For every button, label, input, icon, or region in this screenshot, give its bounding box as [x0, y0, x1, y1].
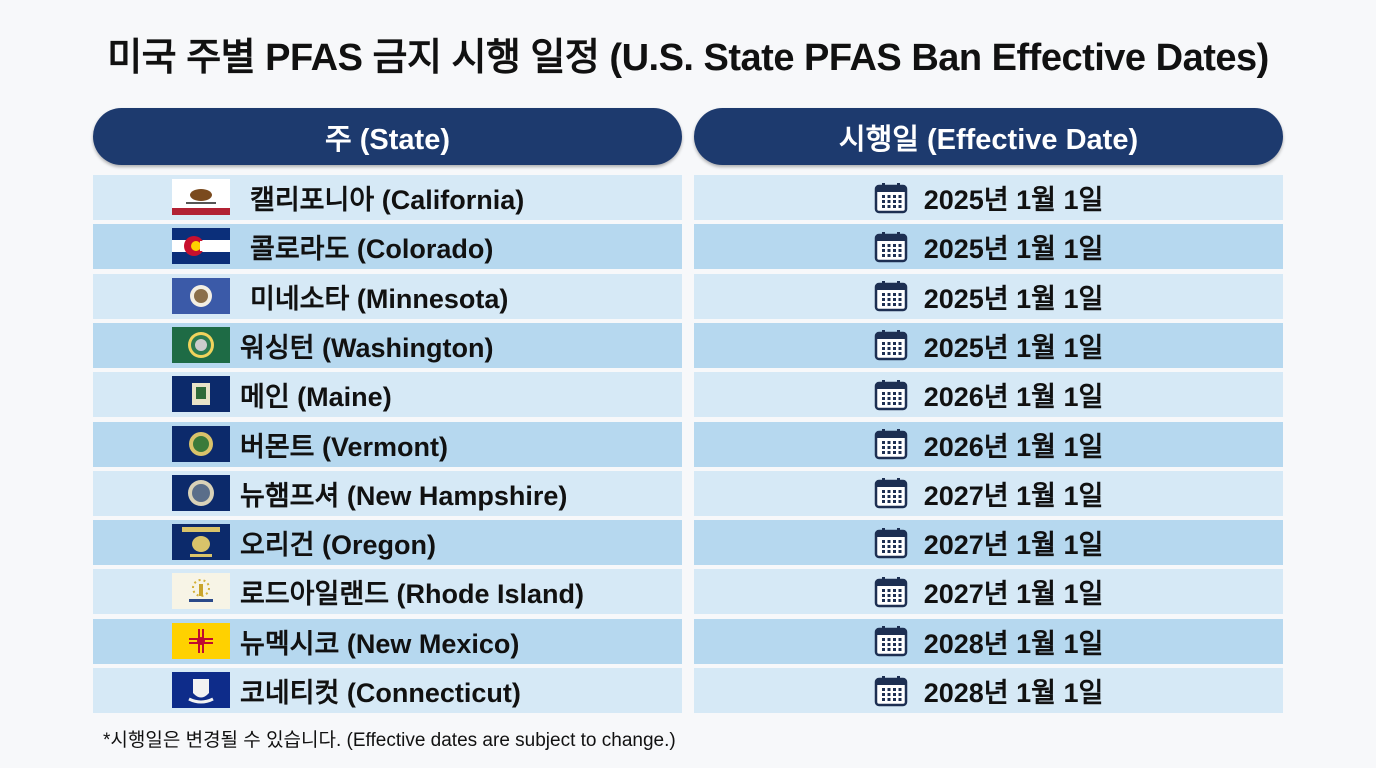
state-name: 미네소타 (Minnesota) [250, 283, 509, 314]
state-cell: 워싱턴 (Washington) [93, 322, 682, 368]
state-cell: 로드아일랜드 (Rhode Island) [93, 569, 682, 615]
state-cell: 뉴햄프셔 (New Hampshire) [93, 470, 682, 516]
calendar-icon [874, 182, 908, 214]
effective-date: 2025년 1월 1일 [923, 234, 1104, 265]
state-name: 코네티컷 (Connecticut) [240, 678, 521, 708]
state-name: 버몬트 (Vermont) [240, 431, 449, 462]
connecticut-flag-icon [172, 672, 230, 708]
footnote: *시행일은 변경될 수 있습니다. (Effective dates are s… [103, 730, 676, 751]
date-cell: 2025년 1월 1일 [694, 273, 1283, 319]
calendar-icon [874, 379, 908, 411]
state-cell: 캘리포니아 (California) [93, 175, 682, 220]
calendar-icon [874, 576, 908, 608]
effective-date: 2027년 1월 1일 [923, 480, 1104, 511]
minnesota-flag-icon [172, 277, 230, 314]
state-name: 메인 (Maine) [240, 382, 392, 413]
date-cell: 2025년 1월 1일 [694, 224, 1283, 270]
vermont-flag-icon [172, 425, 230, 462]
effective-date: 2025년 1월 1일 [923, 332, 1104, 363]
calendar-icon [874, 675, 908, 707]
effective-date: 2027년 1월 1일 [923, 579, 1104, 610]
effective-date: 2025년 1월 1일 [923, 283, 1104, 314]
date-cell: 2025년 1월 1일 [694, 175, 1283, 220]
state-cell: 콜로라도 (Colorado) [93, 224, 682, 270]
effective-date: 2027년 1월 1일 [923, 530, 1104, 561]
washington-flag-icon [172, 326, 230, 363]
date-cell: 2027년 1월 1일 [694, 569, 1283, 615]
date-cell: 2026년 1월 1일 [694, 372, 1283, 418]
state-name: 워싱턴 (Washington) [240, 332, 494, 363]
new-mexico-flag-icon [172, 622, 230, 659]
effective-date: 2026년 1월 1일 [923, 431, 1104, 462]
state-name: 캘리포니아 (California) [250, 185, 525, 215]
state-cell: 오리건 (Oregon) [93, 520, 682, 566]
effective-date: 2028년 1월 1일 [923, 678, 1104, 708]
date-cell: 2025년 1월 1일 [694, 322, 1283, 368]
colorado-flag-icon [172, 228, 230, 265]
maine-flag-icon [172, 376, 230, 413]
state-column-header: 주 (State) [93, 108, 682, 165]
new-hampshire-flag-icon [172, 474, 230, 511]
calendar-icon [874, 428, 908, 460]
date-cell: 2028년 1월 1일 [694, 668, 1283, 713]
date-cell: 2027년 1월 1일 [694, 470, 1283, 516]
calendar-icon [874, 625, 908, 657]
calendar-icon [874, 527, 908, 559]
date-cell: 2026년 1월 1일 [694, 421, 1283, 467]
state-cell: 버몬트 (Vermont) [93, 421, 682, 467]
calendar-icon [874, 231, 908, 263]
rhode-island-flag-icon [172, 573, 230, 610]
calendar-icon [874, 329, 908, 361]
effective-date: 2026년 1월 1일 [923, 382, 1104, 413]
effective-date: 2025년 1월 1일 [923, 185, 1104, 215]
state-name: 콜로라도 (Colorado) [250, 234, 494, 265]
state-cell: 코네티컷 (Connecticut) [93, 668, 682, 713]
state-name: 뉴멕시코 (New Mexico) [240, 628, 520, 659]
california-flag-icon [172, 179, 230, 215]
calendar-icon [874, 477, 908, 509]
state-name: 로드아일랜드 (Rhode Island) [240, 579, 585, 610]
state-cell: 뉴멕시코 (New Mexico) [93, 618, 682, 664]
state-cell: 미네소타 (Minnesota) [93, 273, 682, 319]
state-cell: 메인 (Maine) [93, 372, 682, 418]
state-name: 뉴햄프셔 (New Hampshire) [240, 480, 568, 511]
page-title: 미국 주별 PFAS 금지 시행 일정 (U.S. State PFAS Ban… [107, 37, 1269, 79]
state-name: 오리건 (Oregon) [240, 530, 437, 561]
calendar-icon [874, 280, 908, 312]
date-cell: 2027년 1월 1일 [694, 520, 1283, 566]
date-cell: 2028년 1월 1일 [694, 618, 1283, 664]
oregon-flag-icon [172, 524, 230, 561]
effective-date: 2028년 1월 1일 [923, 628, 1104, 659]
date-column-header: 시행일 (Effective Date) [694, 108, 1283, 165]
